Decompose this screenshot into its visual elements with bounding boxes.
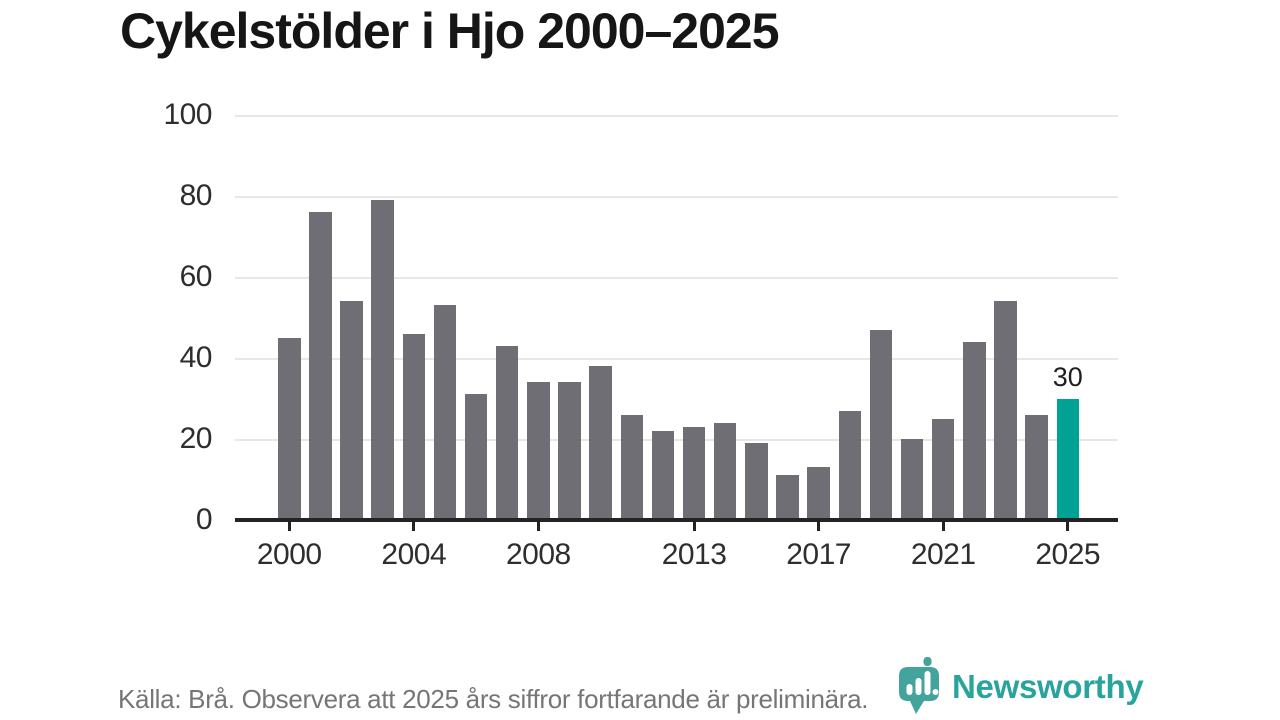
bar-2002 (340, 301, 363, 520)
bar-2004 (402, 333, 426, 520)
bar-2020 (900, 439, 924, 520)
bar-2006 (464, 394, 488, 520)
x-axis-label-2017: 2017 (786, 538, 851, 571)
bar-2021 (931, 418, 955, 520)
x-axis-label-2025: 2025 (1035, 538, 1101, 571)
bar-2025 (1056, 398, 1079, 520)
highlight-bar-value-label: 30 (1052, 361, 1083, 392)
bar-2015 (745, 443, 768, 520)
bar-2023 (994, 301, 1017, 520)
gridline-80 (235, 196, 1118, 198)
bar-2005 (433, 305, 457, 520)
x-axis-label-2008: 2008 (505, 538, 571, 571)
bar-2016 (776, 475, 799, 520)
x-axis-tick-2025 (1066, 522, 1070, 531)
bar-2001 (309, 212, 332, 520)
x-axis-tick-2021 (941, 522, 945, 531)
y-axis-label-60: 60 (179, 260, 213, 293)
bar-2014 (713, 422, 737, 520)
bar-2010 (589, 366, 612, 520)
x-axis-tick-2013 (692, 522, 696, 531)
bar-2017 (807, 467, 830, 520)
source-note: Källa: Brå. Observera att 2025 års siffr… (118, 684, 869, 714)
x-axis-label-2004: 2004 (381, 538, 447, 571)
y-axis-label-20: 20 (179, 422, 213, 455)
bar-2022 (963, 341, 986, 520)
gridline-40 (235, 358, 1118, 360)
bar-2011 (620, 414, 644, 520)
x-axis-label-2013: 2013 (661, 538, 727, 571)
newsworthy-logo-text: Newsworthy (952, 668, 1144, 705)
bar-2007 (495, 345, 519, 520)
y-axis-label-0: 0 (195, 503, 213, 536)
bar-2000 (278, 337, 301, 520)
bar-2018 (838, 410, 862, 520)
bar-2009 (558, 382, 581, 520)
bar-2012 (651, 430, 675, 520)
x-axis-tick-2004 (412, 522, 416, 531)
newsworthy-bubble-barchart-icon (899, 657, 939, 714)
y-axis-label-40: 40 (179, 341, 213, 374)
bar-2019 (869, 329, 893, 520)
gridline-60 (235, 277, 1118, 279)
bar-2013 (682, 426, 706, 520)
bar-2024 (1025, 414, 1048, 520)
x-axis-tick-2000 (287, 522, 291, 531)
gridline-100 (235, 115, 1118, 117)
x-axis-line (235, 518, 1118, 522)
x-axis-tick-2008 (536, 522, 540, 531)
gridline-20 (235, 439, 1118, 441)
bar-2008 (527, 382, 550, 520)
page-title: Cykelstölder i Hjo 2000–2025 (120, 3, 779, 59)
x-axis-label-2000: 2000 (256, 538, 322, 571)
x-axis-label-2021: 2021 (910, 538, 976, 571)
plot-area (235, 115, 1118, 520)
x-axis-tick-2017 (817, 522, 821, 531)
y-axis-label-80: 80 (179, 179, 213, 212)
bar-2003 (371, 200, 394, 520)
y-axis-label-100: 100 (163, 98, 212, 131)
